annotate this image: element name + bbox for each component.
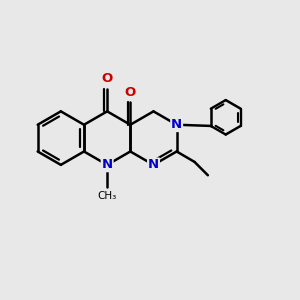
Text: O: O xyxy=(101,72,113,85)
Text: N: N xyxy=(171,118,182,131)
Text: N: N xyxy=(102,158,113,171)
Text: N: N xyxy=(148,158,159,171)
Text: O: O xyxy=(125,85,136,99)
Text: CH₃: CH₃ xyxy=(98,191,117,201)
